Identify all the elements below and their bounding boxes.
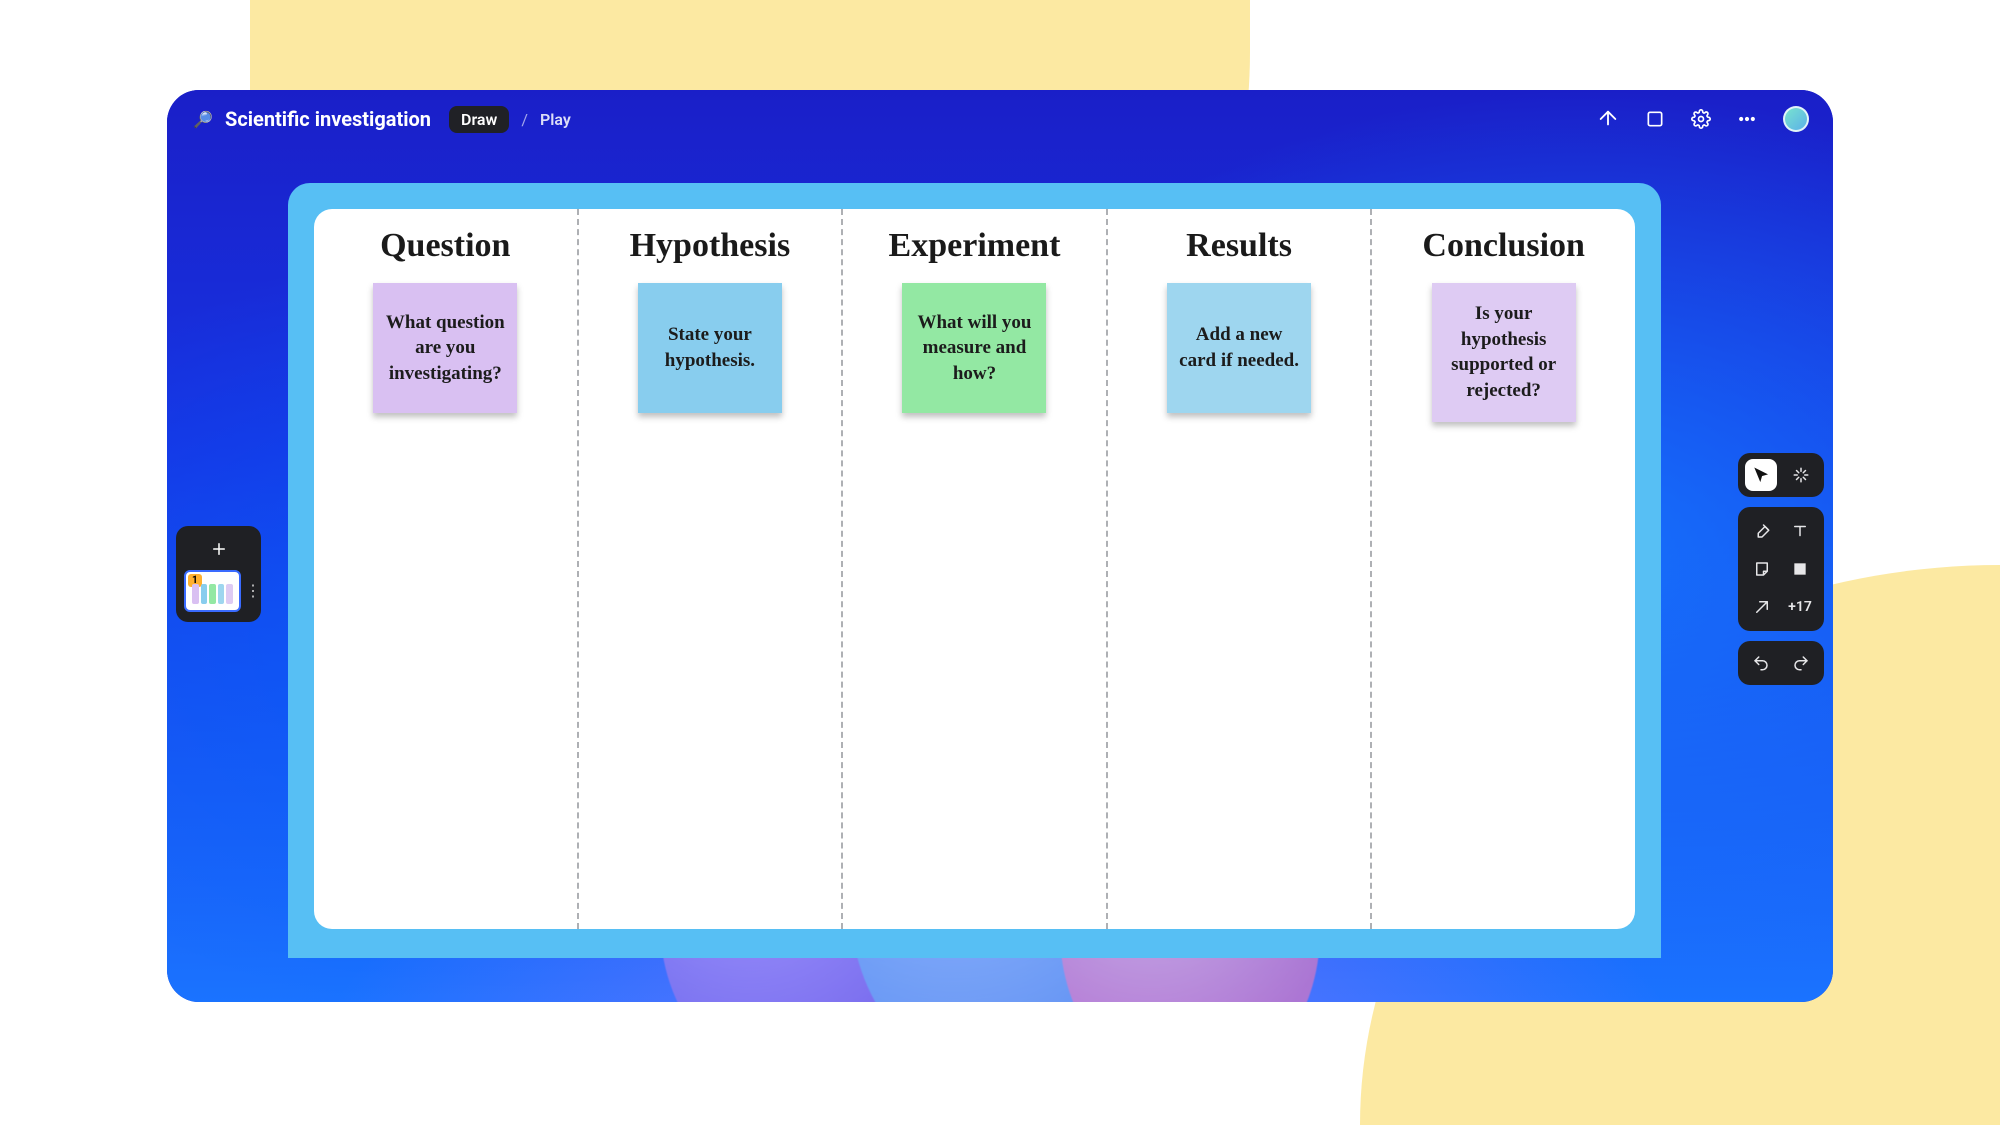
pen-tool[interactable] xyxy=(1746,515,1778,547)
slide-options-icon[interactable]: ⋮ xyxy=(245,586,253,596)
document-emoji-icon: 🔎 xyxy=(191,107,215,131)
text-tool[interactable] xyxy=(1784,515,1816,547)
avatar[interactable] xyxy=(1783,106,1809,132)
mode-separator: / xyxy=(521,110,528,129)
shape-tool[interactable] xyxy=(1784,553,1816,585)
sticky-note[interactable]: What will you measure and how? xyxy=(902,283,1046,413)
share-icon[interactable] xyxy=(1597,108,1619,130)
mode-play-tab[interactable]: Play xyxy=(540,110,571,129)
mode-switch: Draw / Play xyxy=(449,106,571,133)
loop-icon[interactable] xyxy=(1645,109,1665,129)
more-icon[interactable] xyxy=(1737,109,1757,129)
column-title: Question xyxy=(380,227,510,265)
board-column[interactable]: Results Add a new card if needed. xyxy=(1108,209,1373,929)
more-tools-count[interactable]: +17 xyxy=(1784,591,1816,623)
column-title: Conclusion xyxy=(1422,227,1585,265)
sticky-note[interactable]: What question are you investigating? xyxy=(373,283,517,413)
sticky-note-tool[interactable] xyxy=(1746,553,1778,585)
sparkle-tool[interactable] xyxy=(1785,459,1817,491)
board[interactable]: Question What question are you investigat… xyxy=(314,209,1635,929)
board-column[interactable]: Hypothesis State your hypothesis. xyxy=(579,209,844,929)
board-column[interactable]: Question What question are you investigat… xyxy=(314,209,579,929)
top-bar: 🔎 Scientific investigation Draw / Play xyxy=(167,90,1833,148)
canvas-frame[interactable]: Question What question are you investigat… xyxy=(288,183,1661,958)
gear-icon[interactable] xyxy=(1691,109,1711,129)
redo-button[interactable] xyxy=(1785,647,1817,679)
document-title[interactable]: Scientific investigation xyxy=(225,107,431,131)
cursor-tool[interactable] xyxy=(1745,459,1777,491)
sticky-note[interactable]: Is your hypothesis supported or rejected… xyxy=(1432,283,1576,422)
add-slide-button[interactable] xyxy=(184,534,253,564)
top-bar-actions xyxy=(1597,106,1809,132)
app-window: 🔎 Scientific investigation Draw / Play Q… xyxy=(167,90,1833,1002)
board-column[interactable]: Experiment What will you measure and how? xyxy=(843,209,1108,929)
column-title: Hypothesis xyxy=(630,227,791,265)
sticky-note[interactable]: State your hypothesis. xyxy=(638,283,782,413)
board-column[interactable]: Conclusion Is your hypothesis supported o… xyxy=(1372,209,1635,929)
slide-panel: 1 ⋮ xyxy=(176,526,261,622)
column-title: Results xyxy=(1186,227,1292,265)
mode-draw-tab[interactable]: Draw xyxy=(449,106,509,133)
tool-block-main: +17 xyxy=(1738,507,1824,631)
undo-button[interactable] xyxy=(1745,647,1777,679)
column-title: Experiment xyxy=(889,227,1061,265)
tool-panel: +17 xyxy=(1738,453,1824,685)
tool-block-cursor xyxy=(1738,453,1824,497)
arrow-tool[interactable] xyxy=(1746,591,1778,623)
slide-thumbnail[interactable]: 1 xyxy=(184,570,241,612)
sticky-note[interactable]: Add a new card if needed. xyxy=(1167,283,1311,413)
tool-block-history xyxy=(1738,641,1824,685)
